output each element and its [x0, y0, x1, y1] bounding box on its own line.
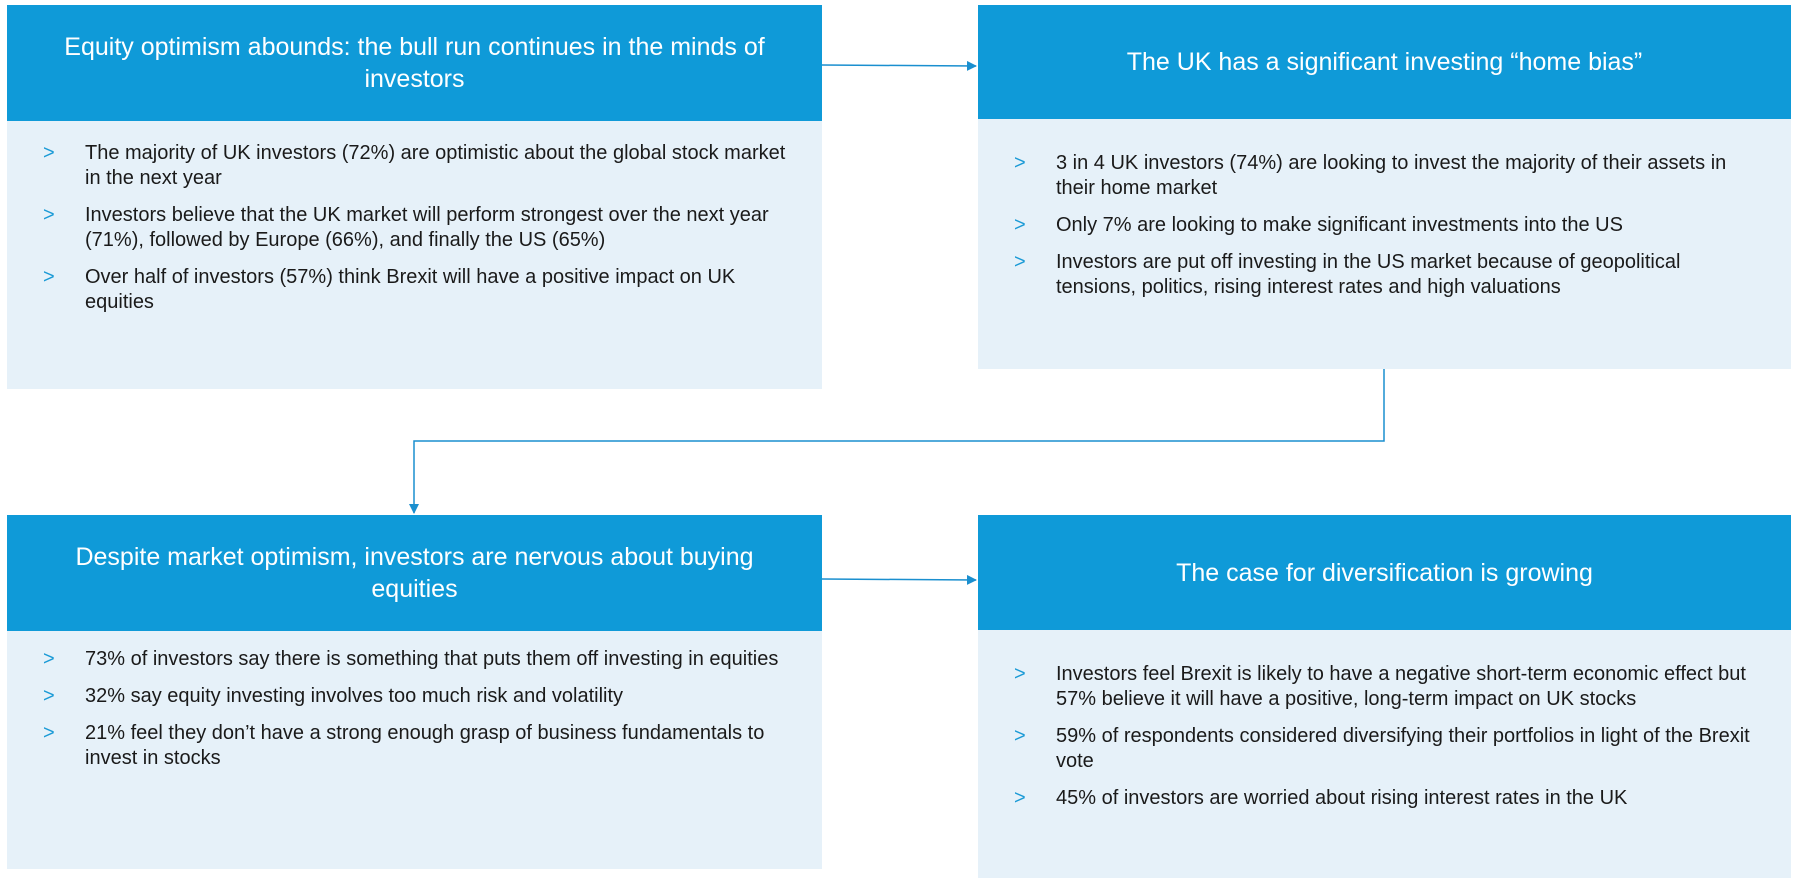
card-title: Equity optimism abounds: the bull run co… [7, 5, 822, 121]
bullet-marker: > [43, 722, 55, 744]
bullet-text: 21% feel they don’t have a strong enough… [85, 722, 765, 769]
card-body: > Investors feel Brexit is likely to have… [978, 630, 1791, 878]
arrow [821, 574, 977, 585]
bullet-marker: > [1014, 725, 1026, 747]
bullet-text: Only 7% are looking to make significant … [1056, 214, 1623, 236]
arrow [409, 369, 1385, 514]
bullet-marker: > [1014, 214, 1026, 236]
card: The case for diversification is growing >… [978, 515, 1791, 878]
bullet-text: Investors are put off investing in the U… [1056, 251, 1681, 298]
bullet-marker: > [43, 685, 55, 707]
bullet-text: 3 in 4 UK investors (74%) are looking to… [1056, 152, 1727, 199]
bullet-item: >73% of investors say there is something… [43, 647, 792, 672]
bullet-marker: > [43, 142, 55, 164]
bullet-item: > Over half of investors (57%) think Brex… [43, 265, 792, 315]
card-title: The case for diversification is growing [978, 515, 1791, 630]
card: The UK has a significant investing “home… [978, 5, 1791, 369]
bullet-text: 32% say equity investing involves too mu… [85, 685, 624, 707]
bullet-marker: > [43, 204, 55, 226]
bullet-marker: > [1014, 663, 1026, 685]
bullet-text: 45% of investors are worried about risin… [1056, 787, 1628, 809]
card: Equity optimism abounds: the bull run co… [7, 5, 822, 389]
card-title: The UK has a significant investing “home… [978, 5, 1791, 119]
bullet-marker: > [43, 266, 55, 288]
bullet-item: > Investors believe that the UK market wi… [43, 203, 792, 253]
bullet-item: > The majority of UK investors (72%) are … [43, 141, 792, 191]
card-body: >73% of investors say there is something… [7, 631, 822, 869]
card-body: > The majority of UK investors (72%) are … [7, 121, 822, 389]
bullet-item: >59% of respondents considered diversify… [1014, 724, 1761, 774]
bullet-item: >3 in 4 UK investors (74%) are looking t… [1014, 151, 1761, 201]
bullet-marker: > [1014, 152, 1026, 174]
bullet-text: 59% of respondents considered diversifyi… [1056, 725, 1750, 772]
bullet-item: >21% feel they don’t have a strong enoug… [43, 721, 792, 771]
bullet-item: >45% of investors are worried about risi… [1014, 786, 1761, 811]
bullet-marker: > [1014, 251, 1026, 273]
bullet-item: > Investors are put off investing in the … [1014, 250, 1761, 300]
bullet-marker: > [1014, 787, 1026, 809]
card-title: Despite market optimism, investors are n… [7, 515, 822, 631]
bullet-item: > Only 7% are looking to make significant… [1014, 213, 1761, 238]
bullet-text: Over half of investors (57%) think Brexi… [85, 266, 736, 313]
bullet-text: 73% of investors say there is something … [85, 648, 779, 670]
card: Despite market optimism, investors are n… [7, 515, 822, 869]
bullet-item: >32% say equity investing involves too m… [43, 684, 792, 709]
arrow [821, 60, 977, 71]
bullet-item: > Investors feel Brexit is likely to have… [1014, 662, 1761, 712]
bullet-text: The majority of UK investors (72%) are o… [85, 142, 786, 189]
bullet-text: Investors feel Brexit is likely to have … [1056, 663, 1746, 710]
card-body: >3 in 4 UK investors (74%) are looking t… [978, 119, 1791, 369]
bullet-text: Investors believe that the UK market wil… [85, 204, 769, 251]
bullet-marker: > [43, 648, 55, 670]
